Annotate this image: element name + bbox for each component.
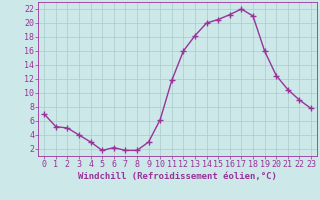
X-axis label: Windchill (Refroidissement éolien,°C): Windchill (Refroidissement éolien,°C) bbox=[78, 172, 277, 181]
